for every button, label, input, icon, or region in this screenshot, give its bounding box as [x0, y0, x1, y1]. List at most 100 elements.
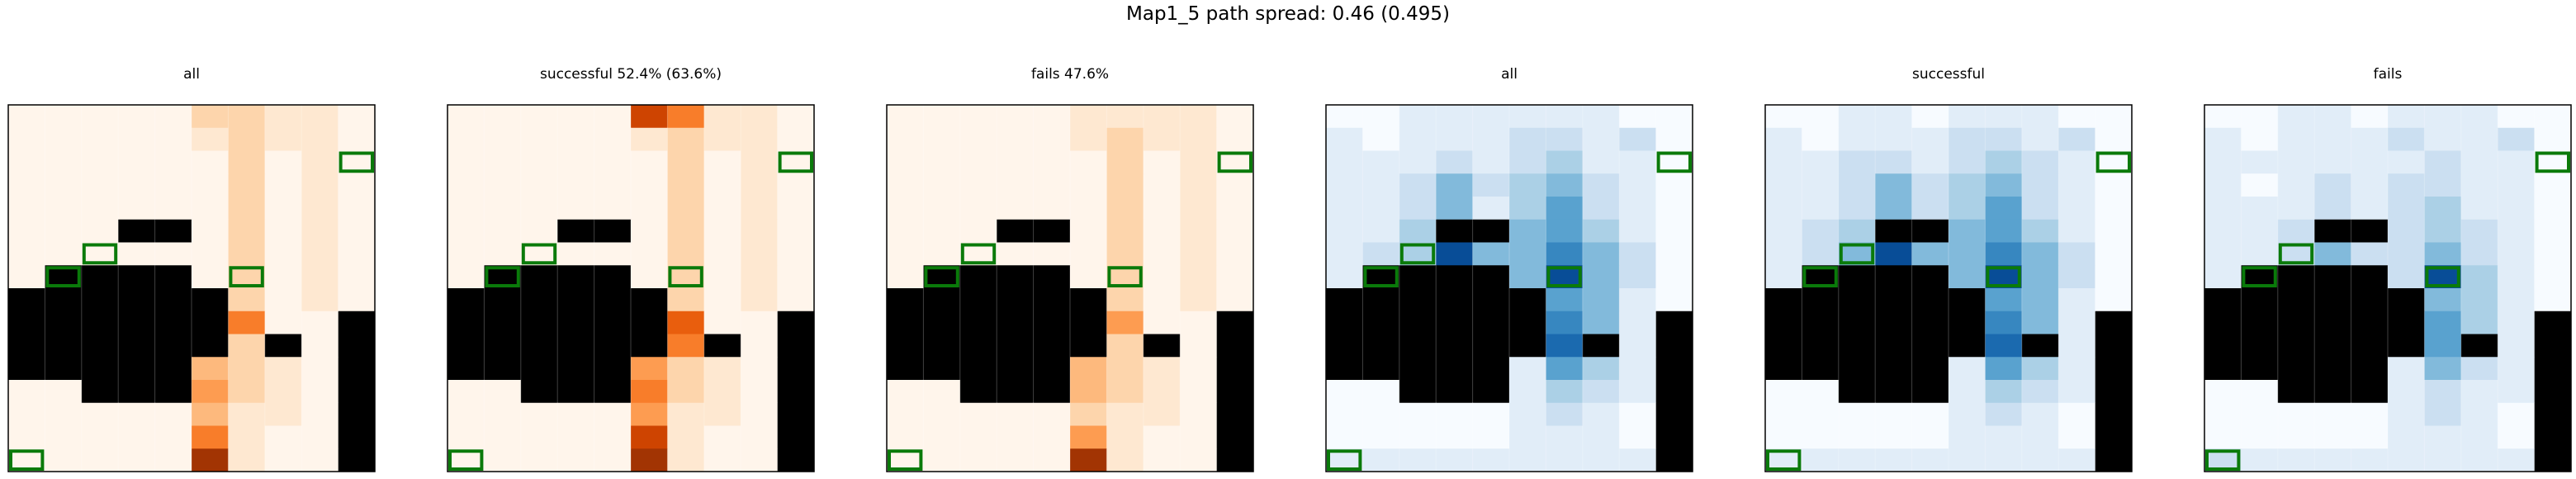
- heat-cell: [338, 288, 376, 312]
- heat-cell: [2204, 265, 2242, 289]
- wall-cell: [2095, 334, 2133, 358]
- heat-cell: [1216, 219, 1254, 243]
- heat-cell: [1802, 173, 1840, 197]
- heat-cell: [667, 105, 705, 129]
- heat-cell: [264, 150, 302, 174]
- heat-cell: [264, 380, 302, 404]
- heat-cell: [2021, 105, 2059, 129]
- heat-cell: [1619, 402, 1657, 426]
- wall-cell: [118, 219, 156, 243]
- heat-cell: [703, 425, 741, 449]
- heat-cell: [631, 448, 668, 472]
- heat-cell: [1619, 425, 1657, 449]
- heat-cell: [2534, 288, 2572, 312]
- heat-cell: [1180, 402, 1218, 426]
- heat-cell: [2351, 402, 2389, 426]
- heat-cell: [154, 197, 192, 221]
- wall-cell: [1033, 288, 1071, 312]
- heat-cell: [1399, 219, 1437, 243]
- wall-cell: [923, 311, 961, 334]
- heat-cell: [484, 425, 522, 449]
- heat-cell: [1180, 127, 1218, 151]
- heat-cell: [703, 242, 741, 266]
- wall-cell: [887, 311, 924, 334]
- heat-cell: [631, 265, 668, 289]
- heat-cell: [81, 448, 119, 472]
- heat-cell: [8, 197, 45, 221]
- wall-cell: [8, 311, 45, 334]
- wall-cell: [557, 334, 595, 358]
- heat-cell: [2498, 265, 2536, 289]
- heat-cell: [2424, 402, 2462, 426]
- goal-marker: [1986, 266, 2021, 287]
- heat-cell: [741, 242, 779, 266]
- wall-cell: [2351, 357, 2389, 381]
- heat-cell: [1180, 219, 1218, 243]
- heat-cell: [2498, 380, 2536, 404]
- heat-cell: [2388, 357, 2425, 381]
- wall-cell: [1472, 334, 1510, 358]
- heat-cell: [557, 173, 595, 197]
- goal-marker: [2205, 449, 2241, 471]
- heat-cell: [1802, 402, 1840, 426]
- heat-cell: [777, 127, 815, 151]
- heat-cell: [264, 357, 302, 381]
- wall-cell: [1143, 334, 1181, 358]
- heat-cell: [1326, 219, 1363, 243]
- heat-cell: [1655, 219, 1693, 243]
- wall-cell: [1911, 219, 1949, 243]
- wall-cell: [118, 380, 156, 404]
- wall-cell: [81, 357, 119, 381]
- heat-cell: [338, 265, 376, 289]
- wall-cell: [2351, 334, 2389, 358]
- wall-cell: [777, 425, 815, 449]
- heat-cell: [2388, 219, 2425, 243]
- heat-cell: [1875, 127, 1913, 151]
- heat-cell: [1216, 288, 1254, 312]
- heat-cell: [2021, 150, 2059, 174]
- heat-cell: [1216, 173, 1254, 197]
- heat-cell: [1143, 311, 1181, 334]
- panel-frame: [886, 104, 1254, 472]
- heat-cell: [1436, 448, 1474, 472]
- heat-cell: [1911, 448, 1949, 472]
- wall-cell: [997, 311, 1035, 334]
- wall-cell: [2534, 311, 2572, 334]
- wall-cell: [1326, 311, 1363, 334]
- heat-cell: [484, 150, 522, 174]
- heat-cell: [301, 265, 339, 289]
- wall-cell: [2351, 380, 2389, 404]
- heat-cell: [667, 197, 705, 221]
- heat-cell: [1326, 197, 1363, 221]
- wall-cell: [1216, 380, 1254, 404]
- heat-cell: [997, 448, 1035, 472]
- wall-cell: [154, 219, 192, 243]
- goal-marker: [2095, 151, 2132, 173]
- heat-cell: [520, 127, 558, 151]
- heat-cell: [1875, 242, 1913, 266]
- heat-cell: [264, 402, 302, 426]
- heat-cell: [1436, 242, 1474, 266]
- heat-cell: [2460, 173, 2498, 197]
- heat-cell: [1765, 105, 1802, 129]
- heat-cell: [192, 265, 229, 289]
- wall-cell: [154, 265, 192, 289]
- heat-cell: [923, 402, 961, 426]
- heat-cell: [2058, 402, 2096, 426]
- heat-cell: [192, 242, 229, 266]
- wall-cell: [1838, 288, 1876, 312]
- heat-cell: [1216, 265, 1254, 289]
- heat-cell: [777, 288, 815, 312]
- heat-cell: [1546, 357, 1584, 381]
- heat-cell: [741, 334, 779, 358]
- wall-cell: [520, 334, 558, 358]
- heat-cell: [1143, 105, 1181, 129]
- heat-cell: [2498, 311, 2536, 334]
- heat-cell: [2498, 197, 2536, 221]
- heat-cell: [1472, 127, 1510, 151]
- heat-cell: [2351, 127, 2389, 151]
- heat-cell: [1765, 380, 1802, 404]
- heat-cell: [2460, 311, 2498, 334]
- heat-cell: [667, 150, 705, 174]
- heat-cell: [1070, 219, 1107, 243]
